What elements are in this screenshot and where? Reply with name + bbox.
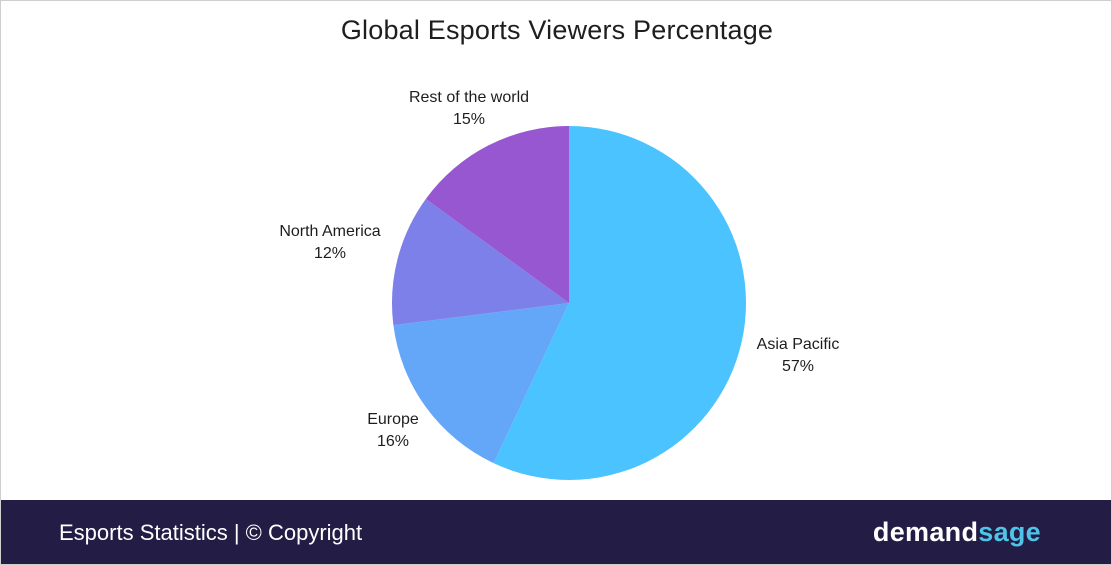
brand-logo-part2: sage (978, 517, 1041, 547)
slice-label-rest-of-the-world: Rest of the world (409, 89, 529, 106)
pie-slice-europe (393, 303, 569, 464)
chart-title: Global Esports Viewers Percentage (340, 15, 774, 45)
brand-logo-part1: demand (872, 517, 979, 547)
slice-label-north-america: North America (279, 223, 380, 240)
slice-value-north-america: 12% (314, 245, 346, 262)
pie-slice-asia-pacific (493, 126, 746, 481)
pie-slices (391, 125, 746, 481)
slice-label-europe: Europe (367, 411, 419, 428)
slice-label-asia-pacific: Asia Pacific (757, 336, 840, 353)
pie-slice-rest-of-the-world (425, 125, 569, 303)
slice-value-asia-pacific: 57% (782, 358, 814, 375)
slice-value-europe: 16% (377, 433, 409, 450)
footer-bar: Esports Statistics | © Copyright demands… (1, 500, 1111, 564)
pie-chart: Asia Pacific 57% Europe 16% North America 12%… (279, 89, 839, 481)
pie-labels: Asia Pacific 57% Europe 16% North America 12%… (279, 89, 839, 450)
pie-slice-north-america (391, 198, 569, 326)
brand-logo: demandsage (873, 517, 1041, 548)
footer-source-text: Esports Statistics | © Copyright (59, 520, 363, 545)
slice-value-rest-of-the-world: 15% (453, 111, 485, 128)
